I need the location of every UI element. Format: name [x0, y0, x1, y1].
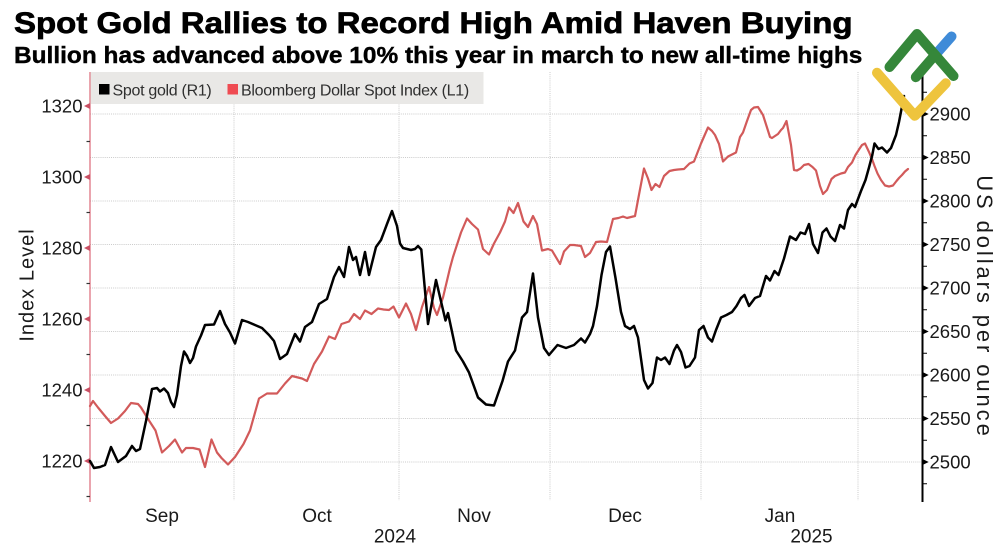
svg-text:1240: 1240 — [41, 380, 82, 401]
svg-text:2850: 2850 — [930, 147, 971, 168]
svg-text:2750: 2750 — [930, 234, 971, 255]
svg-text:1320: 1320 — [41, 96, 82, 117]
svg-text:1280: 1280 — [41, 238, 82, 259]
svg-text:Oct: Oct — [302, 506, 332, 527]
svg-text:2550: 2550 — [930, 408, 971, 429]
svg-text:Bloomberg Dollar Spot Index (L: Bloomberg Dollar Spot Index (L1) — [241, 83, 469, 100]
svg-text:2500: 2500 — [930, 452, 971, 473]
svg-text:2800: 2800 — [930, 191, 971, 212]
svg-text:2900: 2900 — [930, 104, 971, 125]
svg-text:2025: 2025 — [790, 527, 832, 545]
svg-text:Nov: Nov — [457, 506, 491, 527]
svg-text:2700: 2700 — [930, 278, 971, 299]
svg-text:2600: 2600 — [930, 365, 971, 386]
svg-text:Spot gold (R1): Spot gold (R1) — [113, 83, 212, 100]
svg-text:2024: 2024 — [374, 527, 417, 545]
svg-text:1260: 1260 — [41, 309, 82, 330]
svg-text:1300: 1300 — [41, 167, 82, 188]
svg-text:Dec: Dec — [608, 506, 642, 527]
svg-text:Sep: Sep — [145, 506, 179, 527]
svg-text:2650: 2650 — [930, 321, 971, 342]
svg-text:Jan: Jan — [765, 506, 796, 527]
svg-text:1220: 1220 — [41, 451, 82, 472]
